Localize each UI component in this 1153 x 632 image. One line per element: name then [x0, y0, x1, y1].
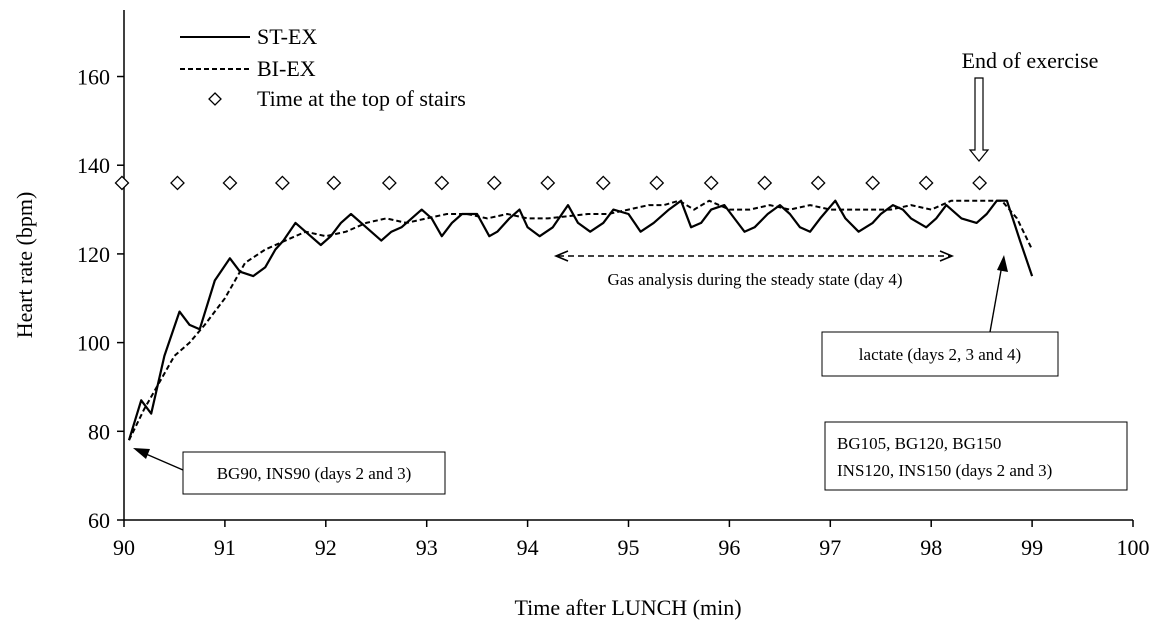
bg90-label: BG90, INS90 (days 2 and 3): [217, 464, 412, 483]
point-time-at-the-top-of-stairs-0: [114, 175, 130, 191]
x-tick-label-3: 93: [416, 535, 438, 560]
bg105-label-line2: INS120, INS150 (days 2 and 3): [837, 461, 1052, 480]
lactate-pointer-line: [989, 264, 1003, 333]
legend: ST-EX BI-EX Time at the top of stairs: [180, 24, 466, 111]
x-tick-label-8: 98: [920, 535, 942, 560]
end-of-exercise-label: End of exercise: [962, 48, 1099, 73]
x-tick-label-0: 90: [113, 535, 135, 560]
x-tick-label-5: 95: [618, 535, 640, 560]
x-tick-label-10: 100: [1117, 535, 1150, 560]
annotation-bg105: BG105, BG120, BG150 INS120, INS150 (days…: [824, 421, 1128, 491]
series-layer: [114, 175, 1034, 441]
point-time-at-the-top-of-stairs-1: [170, 175, 185, 191]
gas-arrowhead-left-icon: [553, 250, 569, 262]
bg90-arrowhead-icon: [133, 448, 150, 459]
x-tick-label-2: 92: [315, 535, 337, 560]
lactate-label: lactate (days 2, 3 and 4): [859, 345, 1021, 364]
series-line-bi-ex: [128, 199, 1033, 441]
point-time-at-the-top-of-stairs-7: [486, 175, 502, 191]
y-tick-label-3: 120: [77, 242, 110, 267]
x-tick-label-4: 94: [517, 535, 539, 560]
y-axis-title: Heart rate (bpm): [12, 192, 37, 339]
annotation-lactate: lactate (days 2, 3 and 4): [821, 255, 1059, 377]
point-time-at-the-top-of-stairs-5: [381, 175, 397, 191]
bg105-label-line1: BG105, BG120, BG150: [837, 434, 1001, 453]
x-tick-label-9: 99: [1021, 535, 1043, 560]
y-tick-label-4: 140: [77, 153, 110, 178]
point-time-at-the-top-of-stairs-4: [326, 175, 342, 191]
y-tick-label-5: 160: [77, 65, 110, 90]
bg90-box: [182, 451, 446, 495]
series-line-st-ex: [127, 199, 1034, 441]
axis-ticks: 90 91 92 93 94 95 96 97 98 99 100 60 80 100 120 140 160: [77, 65, 1150, 560]
bg105-box: [824, 421, 1128, 491]
point-time-at-the-top-of-stairs-12: [757, 175, 773, 191]
x-tick-label-6: 96: [718, 535, 740, 560]
point-time-at-the-top-of-stairs-2: [222, 175, 238, 191]
point-time-at-the-top-of-stairs-13: [810, 175, 826, 191]
annotation-bg90: BG90, INS90 (days 2 and 3): [133, 448, 446, 495]
point-time-at-the-top-of-stairs-6: [434, 175, 450, 191]
lactate-arrowhead-icon: [997, 255, 1008, 272]
lactate-box: [821, 331, 1059, 377]
annotation-end-of-exercise: End of exercise: [962, 48, 1099, 162]
gas-analysis-label: Gas analysis during the steady state (da…: [607, 270, 902, 289]
point-time-at-the-top-of-stairs-11: [703, 175, 719, 191]
point-time-at-the-top-of-stairs-9: [595, 175, 611, 191]
legend-diamond-icon: [208, 92, 222, 106]
annotation-gas-analysis: Gas analysis during the steady state (da…: [553, 250, 955, 289]
x-axis-title: Time after LUNCH (min): [514, 595, 741, 620]
bg90-pointer-line: [145, 453, 184, 471]
point-time-at-the-top-of-stairs-15: [918, 175, 934, 191]
y-tick-label-0: 60: [88, 508, 110, 533]
x-tick-label-1: 91: [214, 535, 236, 560]
end-of-exercise-arrow-icon: [968, 77, 990, 162]
y-tick-label-1: 80: [88, 419, 110, 444]
point-time-at-the-top-of-stairs-16: [972, 175, 988, 191]
point-time-at-the-top-of-stairs-3: [274, 175, 290, 191]
gas-arrowhead-right-icon: [939, 250, 955, 262]
legend-label-bi-ex: BI-EX: [257, 56, 316, 81]
legend-label-top-of-stairs: Time at the top of stairs: [257, 86, 466, 111]
point-time-at-the-top-of-stairs-10: [649, 175, 665, 191]
point-time-at-the-top-of-stairs-8: [540, 175, 556, 191]
legend-label-st-ex: ST-EX: [257, 24, 317, 49]
point-time-at-the-top-of-stairs-14: [865, 175, 881, 191]
y-tick-label-2: 100: [77, 331, 110, 356]
x-tick-label-7: 97: [819, 535, 841, 560]
